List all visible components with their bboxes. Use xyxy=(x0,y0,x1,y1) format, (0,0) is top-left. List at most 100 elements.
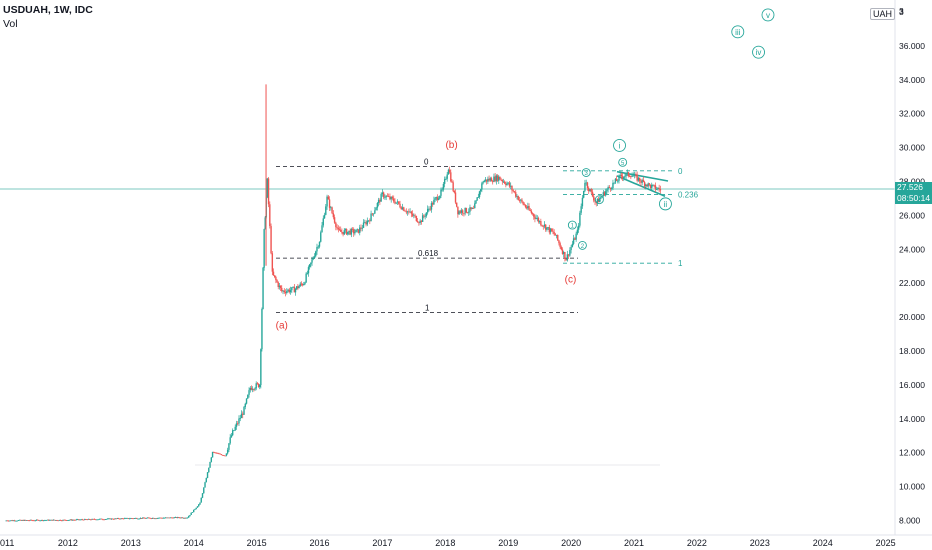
candle-body xyxy=(447,169,450,175)
candle-body xyxy=(627,172,630,177)
x-tick-label: 2019 xyxy=(498,538,518,548)
x-tick-label: 2025 xyxy=(876,538,896,548)
candle-body xyxy=(487,178,489,182)
candle-body xyxy=(628,176,631,177)
candle-body xyxy=(429,208,431,210)
current-price-value: 27.526 xyxy=(897,182,923,192)
candle-body xyxy=(618,175,620,181)
candle-body xyxy=(300,283,303,285)
candle-body xyxy=(194,509,196,510)
candle-body xyxy=(493,176,495,182)
candle-body xyxy=(635,174,637,176)
candle-body xyxy=(287,289,289,292)
candle-body xyxy=(169,517,172,519)
candle-body xyxy=(320,232,322,242)
candle-body xyxy=(204,482,206,488)
candle-body xyxy=(435,197,437,199)
candle-body xyxy=(306,273,309,275)
candle-body xyxy=(149,517,151,519)
candle-body xyxy=(78,519,80,521)
candle-body xyxy=(322,218,324,226)
candle-body xyxy=(267,178,270,205)
candle-body xyxy=(506,183,508,185)
candle-body xyxy=(581,197,584,207)
candle-body xyxy=(49,519,51,521)
candle-body xyxy=(557,234,559,241)
candle-body xyxy=(646,184,648,187)
candle-body xyxy=(109,518,111,520)
candle-body xyxy=(91,518,93,520)
candle-body xyxy=(219,453,221,455)
candle-body xyxy=(250,387,253,390)
candle-body xyxy=(20,519,22,521)
candle-body xyxy=(599,198,601,203)
candle-body xyxy=(649,184,652,188)
candle-body xyxy=(240,413,243,419)
candle-body xyxy=(144,518,146,519)
candle-body xyxy=(291,287,293,291)
candle-body xyxy=(286,291,288,294)
candle-body xyxy=(366,220,369,225)
candle-body xyxy=(357,229,360,233)
candle-body xyxy=(12,520,15,522)
candle-body xyxy=(511,185,513,191)
candle-body xyxy=(259,385,261,388)
candle-body xyxy=(166,517,168,519)
candle-body xyxy=(348,230,350,232)
candle-body xyxy=(195,507,197,510)
candle-body xyxy=(534,216,536,219)
candle-body xyxy=(344,229,347,231)
candle-body xyxy=(361,227,363,229)
x-tick-label: 2022 xyxy=(687,538,707,548)
candle-body xyxy=(73,519,75,521)
candle-body xyxy=(384,197,386,199)
candle-body xyxy=(248,390,250,395)
candle-body xyxy=(230,435,233,438)
candle-body xyxy=(453,190,456,193)
candle-body xyxy=(266,178,268,198)
candle-body xyxy=(301,284,304,286)
candle-body xyxy=(336,227,338,229)
candle-body xyxy=(55,520,57,521)
candle-body xyxy=(136,518,138,519)
y-axis: 8.000 10.000 12.000 14.000 16.000 18.000 20.00… xyxy=(894,0,925,535)
candle-body xyxy=(26,520,28,521)
candle-body xyxy=(385,195,387,198)
candle-body xyxy=(489,178,491,181)
candle-body xyxy=(298,286,300,289)
wave-label-teal: 4 xyxy=(598,198,602,204)
candle-body xyxy=(61,520,63,522)
y-tick-label: 14.000 xyxy=(899,414,925,424)
candle-body xyxy=(551,228,553,232)
candle-body xyxy=(347,231,349,235)
fib-label: 1 xyxy=(678,259,683,268)
candle-body xyxy=(154,518,156,520)
candle-body xyxy=(18,519,21,521)
candle-body xyxy=(200,497,202,503)
x-tick-label: 2023 xyxy=(750,538,770,548)
candle-body xyxy=(630,176,632,178)
candle-body xyxy=(477,197,480,198)
candle-body xyxy=(401,207,404,210)
x-tick-label: 2014 xyxy=(184,538,204,548)
wave-label-circle xyxy=(618,157,628,167)
candle-body xyxy=(548,227,551,233)
candle-body xyxy=(508,182,511,187)
candle-body xyxy=(582,190,585,198)
x-tick-label: 011 xyxy=(0,538,14,548)
candle-body xyxy=(367,220,370,222)
candle-body xyxy=(163,517,166,519)
candle-body xyxy=(243,406,245,415)
candle-body xyxy=(390,196,392,200)
candle-body xyxy=(414,215,416,217)
candle-body xyxy=(382,192,385,198)
candle-body xyxy=(264,217,266,230)
candle-body xyxy=(343,230,345,235)
candle-body xyxy=(211,451,214,458)
candle-body xyxy=(249,387,252,391)
x-tick-label: 2017 xyxy=(372,538,392,548)
candle-body xyxy=(338,229,341,231)
candle-body xyxy=(462,210,464,214)
y-tick-label: 30.000 xyxy=(899,143,925,153)
